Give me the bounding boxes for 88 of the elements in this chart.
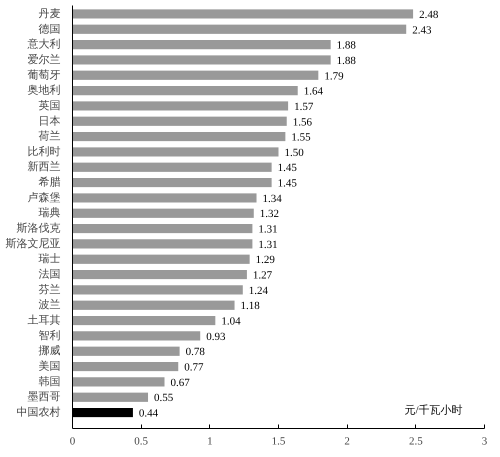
y-tick-label: 斯洛文尼亚 [6, 236, 60, 250]
x-tick-label: 3 [482, 436, 488, 448]
data-label: 1.88 [336, 54, 356, 67]
bar [72, 254, 250, 264]
data-label: 1.32 [260, 208, 280, 220]
data-label: 2.48 [419, 8, 439, 21]
bar [72, 331, 200, 340]
y-tick-label: 爱尔兰 [28, 52, 60, 66]
bar [72, 101, 288, 111]
data-label: 1.27 [252, 270, 273, 282]
bar [72, 193, 257, 203]
data-label: 1.55 [291, 132, 312, 144]
x-tick-label: 2.5 [408, 436, 424, 448]
x-tick-label: 2 [344, 436, 350, 448]
data-label: 1.79 [324, 70, 344, 82]
bar [72, 224, 252, 234]
y-tick-label: 智利 [38, 328, 60, 342]
y-tick-label: 芬兰 [38, 282, 60, 296]
y-tick-label: 土耳其 [28, 314, 60, 327]
bar [72, 132, 286, 142]
bar [72, 239, 252, 249]
y-tick-label: 法国 [38, 268, 60, 281]
data-label: 0.67 [170, 376, 190, 389]
y-tick-label: 奥地利 [28, 84, 60, 97]
bar [72, 40, 331, 50]
bar [72, 55, 331, 65]
bar [72, 377, 165, 386]
x-tick-label: 0 [70, 436, 76, 448]
data-label: 1.64 [304, 86, 324, 98]
x-tick-label: 1 [207, 436, 213, 448]
bar [72, 147, 278, 157]
bar [72, 300, 235, 310]
data-label: 1.45 [278, 178, 298, 190]
data-label: 1.24 [248, 284, 269, 297]
data-label: 1.57 [294, 100, 314, 113]
data-label: 0.55 [154, 392, 174, 404]
y-tick-label: 荷兰 [38, 130, 60, 143]
data-label: 1.34 [262, 192, 282, 205]
y-tick-label: 挪威 [38, 344, 60, 358]
bar [72, 70, 318, 80]
y-tick-label: 墨西哥 [28, 391, 60, 404]
y-tick-label: 希腊 [38, 176, 60, 189]
data-label: 2.43 [412, 24, 432, 36]
y-tick-label: 德国 [38, 23, 60, 36]
y-tick-label: 英国 [38, 98, 60, 112]
bar [72, 24, 406, 34]
y-tick-label: 韩国 [38, 374, 60, 388]
data-label: 1.88 [336, 40, 356, 52]
data-label: 1.45 [278, 162, 298, 174]
bar [72, 162, 272, 172]
y-tick-label: 卢森堡 [28, 190, 60, 204]
data-label: 1.50 [284, 146, 304, 159]
bar [72, 392, 148, 402]
x-tick-label: 1.5 [272, 436, 286, 448]
y-tick-label: 葡萄牙 [28, 68, 60, 82]
data-label: 1.18 [240, 300, 260, 312]
bar [72, 362, 178, 372]
data-label: 1.29 [256, 254, 276, 266]
bar [72, 316, 216, 326]
data-label: 1.31 [258, 224, 278, 236]
y-tick-label: 美国 [38, 360, 60, 373]
data-label: 1.56 [292, 116, 312, 128]
data-label: 0.77 [184, 362, 204, 374]
y-tick-label: 丹麦 [38, 6, 60, 20]
data-label: 0.93 [206, 330, 226, 343]
bar [72, 285, 243, 294]
y-tick-label: 瑞典 [38, 206, 60, 220]
bar [72, 178, 272, 188]
bar [72, 86, 298, 96]
y-tick-label: 瑞士 [38, 252, 60, 266]
y-tick-label: 日本 [38, 114, 60, 128]
data-label: 0.44 [138, 408, 159, 420]
y-tick-label: 新西兰 [28, 160, 60, 174]
y-tick-label: 意大利 [26, 38, 60, 51]
bar [72, 116, 287, 126]
bar [72, 208, 254, 218]
bar [72, 270, 247, 280]
y-tick-label: 比利时 [28, 144, 60, 158]
data-label: 1.31 [258, 238, 278, 251]
bar [72, 346, 180, 356]
y-tick-label: 中国农村 [16, 406, 60, 419]
y-tick-label: 波兰 [38, 298, 60, 312]
y-tick-label: 斯洛伐克 [16, 222, 60, 235]
x-tick-label: 0.5 [134, 436, 149, 448]
x-axis-title: 元/千瓦小时 [404, 404, 463, 416]
data-label: 0.78 [186, 346, 206, 358]
data-label: 1.04 [221, 316, 242, 328]
bar [72, 9, 414, 19]
